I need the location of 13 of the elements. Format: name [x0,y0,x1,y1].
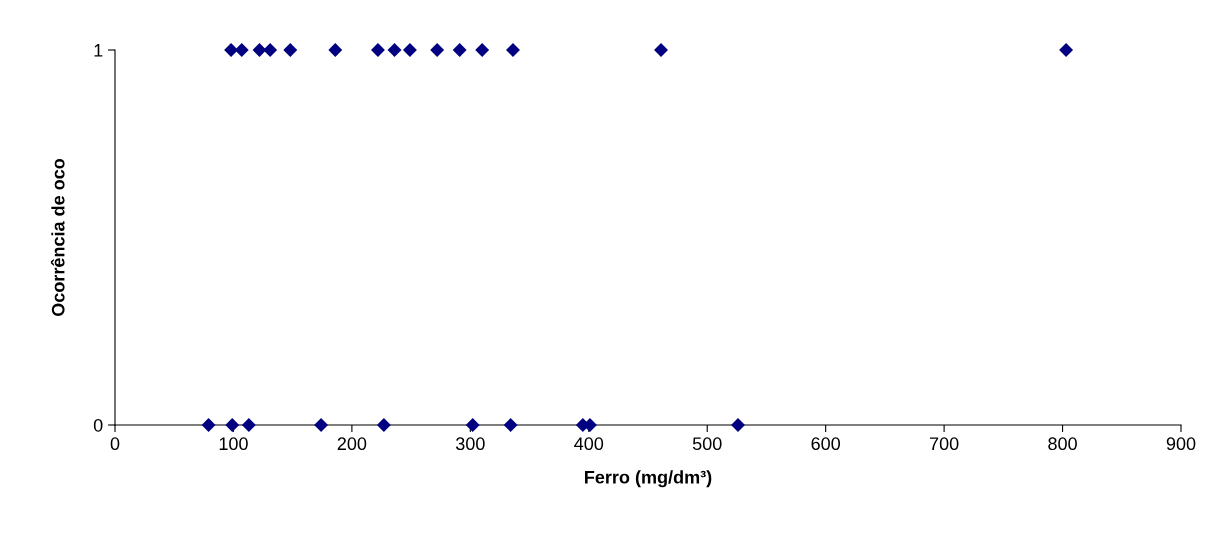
x-tick-label: 200 [337,437,367,451]
x-tick-label: 100 [219,437,248,451]
x-axis-title: Ferro (mg/dm³) [585,470,712,488]
x-tick-label: 300 [455,437,485,451]
y-axis-title: Ocorrência de oco [50,158,65,317]
x-tick-label: 800 [1048,437,1077,451]
x-tick-label: 400 [574,437,604,451]
x-tick-label: 700 [929,437,959,451]
x-tick-label: 0 [110,437,120,451]
y-tick-label: 1 [94,44,103,57]
x-tick-label: 500 [692,437,722,451]
x-tick-label: 900 [1166,437,1196,451]
x-tick-label: 600 [811,437,841,451]
